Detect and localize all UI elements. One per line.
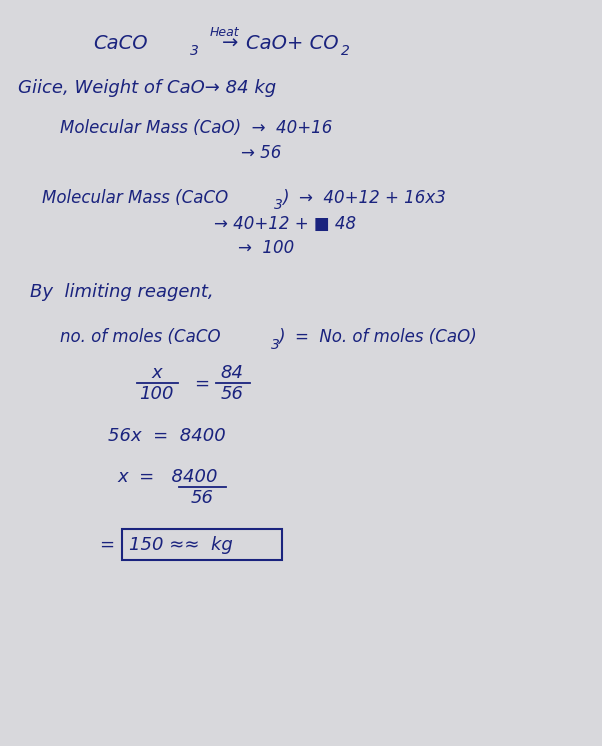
Text: Giice, Weight of CaO→ 84 kg: Giice, Weight of CaO→ 84 kg <box>18 79 276 97</box>
Text: 100: 100 <box>139 385 174 403</box>
Text: CaO+ CO: CaO+ CO <box>246 34 338 53</box>
Text: →  100: → 100 <box>238 239 294 257</box>
Text: 3: 3 <box>274 198 283 212</box>
Text: 2: 2 <box>341 44 350 57</box>
Text: x: x <box>151 364 162 382</box>
Text: By  limiting reagent,: By limiting reagent, <box>30 283 214 301</box>
Text: x  =   8400: x = 8400 <box>117 468 218 486</box>
Text: 56: 56 <box>190 489 213 507</box>
Text: 3: 3 <box>190 44 199 57</box>
Text: )  =  No. of moles (CaO): ) = No. of moles (CaO) <box>278 328 477 346</box>
Text: )  →  40+12 + 16x3: ) → 40+12 + 16x3 <box>282 189 445 207</box>
Text: Heat: Heat <box>209 25 239 39</box>
Text: =: = <box>99 536 114 554</box>
Text: Molecular Mass (CaCO: Molecular Mass (CaCO <box>42 189 228 207</box>
Text: → 56: → 56 <box>241 144 281 162</box>
Text: 84: 84 <box>220 364 243 382</box>
Text: → 40+12 + ■ 48: → 40+12 + ■ 48 <box>214 215 356 233</box>
Text: 56x  =  8400: 56x = 8400 <box>108 427 226 445</box>
Text: CaCO: CaCO <box>93 34 148 53</box>
Text: Molecular Mass (CaO)  →  40+16: Molecular Mass (CaO) → 40+16 <box>60 119 332 137</box>
Text: →: → <box>222 34 238 53</box>
Text: no. of moles (CaCO: no. of moles (CaCO <box>60 328 221 346</box>
Text: =: = <box>194 374 209 392</box>
Text: 56: 56 <box>220 385 243 403</box>
Text: 3: 3 <box>271 338 280 351</box>
Text: 150 ≈≈  kg: 150 ≈≈ kg <box>129 536 233 554</box>
